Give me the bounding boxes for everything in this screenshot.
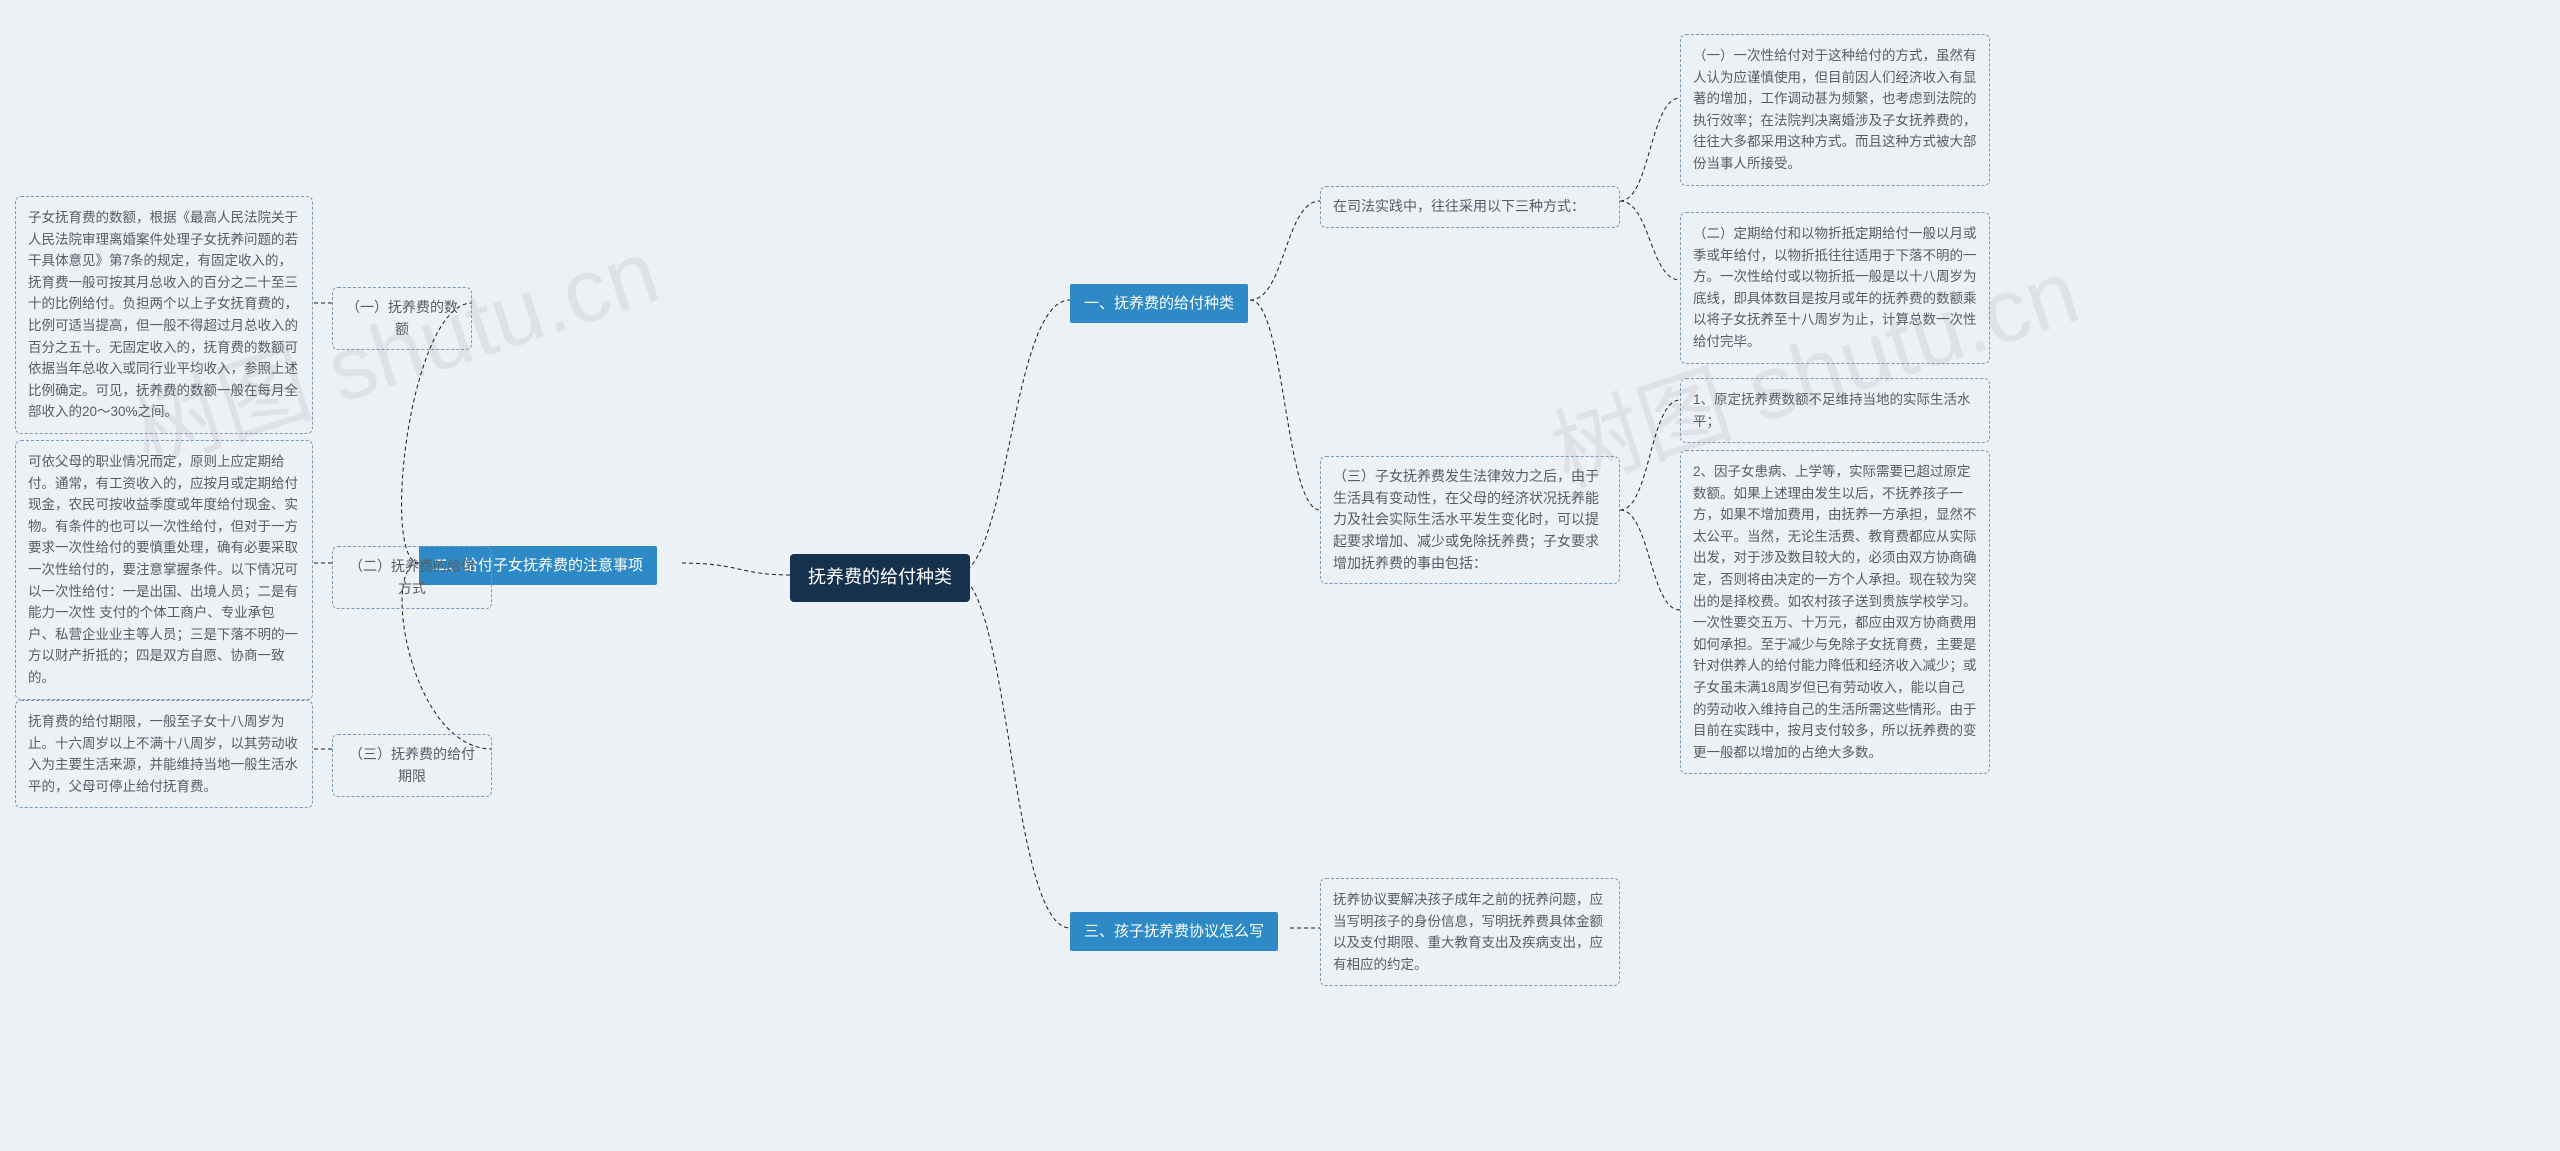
leaf-r1a-1: （一）一次性给付对于这种给付的方式，虽然有人认为应谨慎使用，但目前因人们经济收入… — [1680, 34, 1990, 186]
branch-left-child-2[interactable]: （二）抚养费的给付方式 — [332, 546, 492, 609]
branch-right-1[interactable]: 一、抚养费的给付种类 — [1070, 284, 1248, 323]
branch-left-child-3[interactable]: （三）抚养费的给付期限 — [332, 734, 492, 797]
root-node[interactable]: 抚养费的给付种类 — [790, 554, 970, 602]
leaf-r1b-2: 2、因子女患病、上学等，实际需要已超过原定数额。如果上述理由发生以后，不抚养孩子… — [1680, 450, 1990, 774]
branch-right-2[interactable]: 三、孩子抚养费协议怎么写 — [1070, 912, 1278, 951]
leaf-l2: 可依父母的职业情况而定，原则上应定期给付。通常，有工资收入的，应按月或定期给付现… — [15, 440, 313, 700]
branch-right-1-child-b[interactable]: （三）子女抚养费发生法律效力之后，由于生活具有变动性，在父母的经济状况抚养能力及… — [1320, 456, 1620, 584]
branch-left-child-1[interactable]: （一）抚养费的数额 — [332, 287, 472, 350]
leaf-r2: 抚养协议要解决孩子成年之前的抚养问题，应当写明孩子的身份信息，写明抚养费具体金额… — [1320, 878, 1620, 986]
leaf-l3: 抚育费的给付期限，一般至子女十八周岁为止。十六周岁以上不满十八周岁，以其劳动收入… — [15, 700, 313, 808]
leaf-r1b-1: 1、原定抚养费数额不足维持当地的实际生活水平； — [1680, 378, 1990, 443]
leaf-r1a-2: （二）定期给付和以物折抵定期给付一般以月或季或年给付，以物折抵往往适用于下落不明… — [1680, 212, 1990, 364]
branch-right-1-child-a[interactable]: 在司法实践中，往往采用以下三种方式： — [1320, 186, 1620, 228]
leaf-l1: 子女抚育费的数额，根据《最高人民法院关于人民法院审理离婚案件处理子女抚养问题的若… — [15, 196, 313, 434]
